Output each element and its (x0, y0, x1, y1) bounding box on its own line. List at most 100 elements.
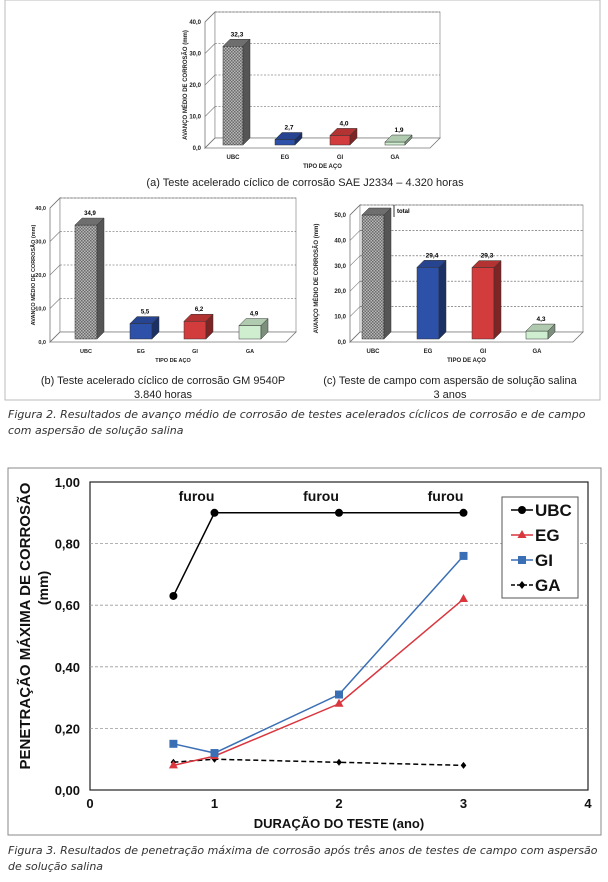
y-tick-label: 10,0 (334, 315, 346, 321)
marker-diamond (336, 758, 342, 766)
x-tick-label: GI (337, 155, 344, 161)
tick-diagonal (349, 204, 361, 216)
x-tick-label: 0 (86, 796, 93, 811)
tick-diagonal (349, 255, 361, 267)
tick-diagonal (204, 11, 216, 23)
y-tick-label: 0,80 (55, 537, 80, 552)
tick-diagonal (204, 74, 216, 86)
y-tick-label: 0,40 (55, 660, 80, 675)
figure3-caption: Figura 3. Resultados de penetração máxim… (8, 844, 598, 873)
y-tick-label: 20,0 (35, 273, 46, 279)
y-tick-label: 0,60 (55, 598, 80, 613)
annotation-furou: furou (428, 488, 464, 504)
data-label: 4,3 (536, 316, 545, 323)
data-label: 29,4 (426, 252, 439, 259)
y-axis-title: AVANÇO MÉDIO DE CORROSÃO (mm) (312, 224, 320, 334)
y-tick-label: 20,0 (334, 289, 346, 295)
y-tick-label: 0,0 (338, 340, 347, 346)
x-tick-label: UBC (367, 349, 381, 355)
series-ubc (169, 508, 468, 600)
x-tick-label: GA (246, 349, 254, 355)
data-label: 34,9 (84, 211, 96, 217)
chart-caption-line2: 3.840 horas (134, 389, 193, 401)
tick-diagonal (49, 331, 61, 343)
tick-diagonal (349, 331, 361, 343)
bar-side-GI (349, 127, 358, 146)
marker-diamond (518, 581, 526, 589)
legend-label: UBC (535, 501, 572, 520)
tick-diagonal (204, 106, 216, 117)
bar-side-UBC (242, 38, 251, 146)
data-label: 4,9 (250, 312, 259, 318)
bar-GI (471, 267, 495, 340)
bar-side-GI (205, 313, 214, 340)
data-label: 32,3 (231, 31, 244, 38)
bar-side-EG (294, 131, 303, 146)
data-label: 5,5 (141, 310, 150, 316)
bar-EG (129, 323, 153, 340)
y-axis-title: AVANÇO MÉDIO DE CORROSÃO (mm) (181, 30, 189, 140)
y-tick-label: 40,0 (35, 206, 46, 212)
y-tick-label: 10,0 (35, 307, 46, 313)
bar-UBC (74, 224, 98, 340)
bar-side-GA (547, 323, 556, 340)
y-tick-label: 50,0 (334, 213, 346, 219)
legend-label: EG (535, 526, 560, 545)
bar-side-GA (404, 134, 413, 146)
legend-label: GA (535, 576, 561, 595)
x-tick-label: 3 (460, 796, 467, 811)
data-label: 6,2 (195, 307, 204, 313)
line-chart: 0,00 0,20 0,40 0,60 0,80 1,00 0 1 2 3 4 DURAÇÃO DO … (16, 475, 592, 831)
bar-side-GA (260, 317, 269, 340)
legend: UBC EG GI GA (501, 496, 579, 599)
y-tick-label: 0,0 (38, 340, 46, 346)
data-label: total (397, 209, 410, 215)
marker-square (210, 749, 219, 758)
bar-side-UBC (383, 207, 392, 340)
figure3-frame (7, 467, 602, 836)
bar-chart-b: 0,0 10,0 20,0 30,0 40,0 34,9 UBC 5,5 EG 6,2 GI 4,9 G… (29, 197, 297, 401)
y-tick-label: 40,0 (334, 238, 346, 244)
x-axis-title: TIPO DE AÇO (447, 358, 486, 364)
legend-item-ubc: UBC (511, 501, 572, 520)
bar-side-EG (438, 259, 447, 340)
bar-UBC (222, 46, 244, 146)
tick-diagonal (49, 264, 61, 276)
tick-diagonal (349, 280, 361, 292)
bar-GI (183, 320, 207, 340)
y-tick-label: 0,00 (55, 783, 80, 798)
chart-caption: (b) Teste acelerado cíclico de corrosão … (41, 375, 285, 387)
marker-circle (210, 508, 219, 517)
y-axis-title: AVANÇO MÉDIO DE CORROSÃO (mm) (29, 225, 37, 326)
marker-square (518, 556, 526, 564)
bar-GA (384, 141, 406, 146)
series-line (172, 512, 464, 597)
marker-square (169, 739, 178, 748)
bar-side-UBC (96, 217, 105, 340)
data-label: 29,3 (481, 253, 494, 260)
bar-GA (238, 325, 262, 340)
chart-caption: (a) Teste acelerado cíclico de corrosão … (146, 177, 464, 189)
back-wall (359, 204, 584, 333)
legend-item-gi: GI (511, 551, 553, 570)
marker-square (459, 551, 468, 560)
y-tick-label: 1,00 (55, 475, 80, 490)
x-tick-label: UBC (227, 155, 241, 161)
bar-EG (274, 139, 296, 146)
figure2-caption: Figura 2. Resultados de avanço médio de … (8, 408, 586, 437)
tick-diagonal (49, 231, 61, 242)
marker-circle (459, 508, 468, 517)
legend-box (501, 496, 579, 599)
y-tick-label: 20,0 (189, 83, 201, 89)
bar-UBC (361, 214, 385, 340)
y-tick-label: 30,0 (334, 264, 346, 270)
x-tick-label: EG (137, 349, 145, 355)
bar-chart-a: 0,0 10,0 20,0 30,0 40,0 32,3 UBC 2,7 EG 4,0 GI 1,9 G… (146, 11, 464, 189)
x-tick-label: GA (533, 349, 543, 355)
bar-GA (525, 330, 549, 340)
y-tick-label: 0,0 (193, 146, 202, 152)
x-axis-title: TIPO DE AÇO (155, 358, 191, 364)
data-label: 2,7 (284, 124, 293, 131)
data-label: 4,0 (339, 120, 348, 127)
